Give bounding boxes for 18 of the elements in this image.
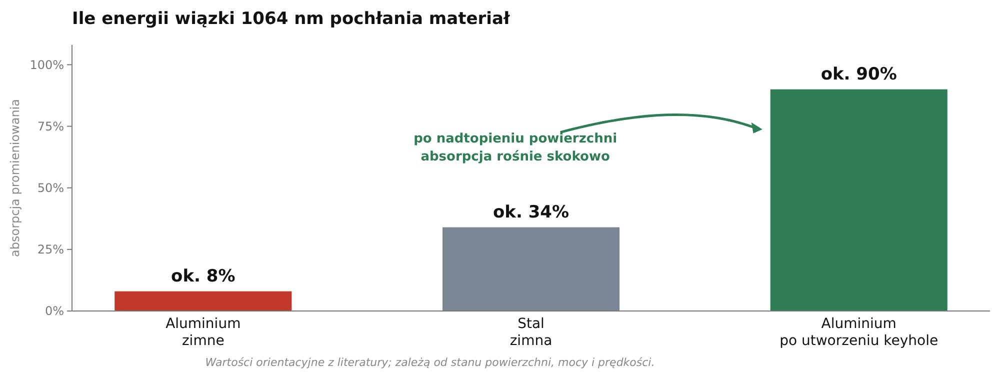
- bar: [770, 89, 948, 311]
- chart-title: Ile energii wiązki 1064 nm pochłania materiał: [72, 9, 510, 29]
- x-tick-label: Stal zimna: [510, 316, 552, 349]
- text: Wartości orientacyjne z literatury; zależą od stanu powierzchni, mocy i prędkości.: [205, 356, 655, 369]
- y-tick-label: 75%: [37, 119, 64, 134]
- data-label: ok. 8%: [171, 266, 236, 286]
- y-tick-label: 25%: [37, 242, 64, 257]
- bar: [442, 227, 620, 311]
- y-tick-label: 100%: [30, 58, 64, 72]
- data-label: ok. 90%: [820, 64, 897, 84]
- annotation: po nadtopieniu powierzchni absorpcja rośnie skokowo: [414, 131, 618, 164]
- x-tick-label: Aluminium po utworzeniu keyhole: [780, 316, 938, 349]
- y-axis-title: absorpcja promieniowania: [8, 99, 22, 257]
- data-label: ok. 34%: [492, 202, 570, 222]
- y-tick-label: 0%: [44, 304, 64, 318]
- y-tick-label: 50%: [37, 181, 64, 196]
- bar: [114, 291, 292, 311]
- x-tick-label: Aluminium zimne: [166, 316, 241, 349]
